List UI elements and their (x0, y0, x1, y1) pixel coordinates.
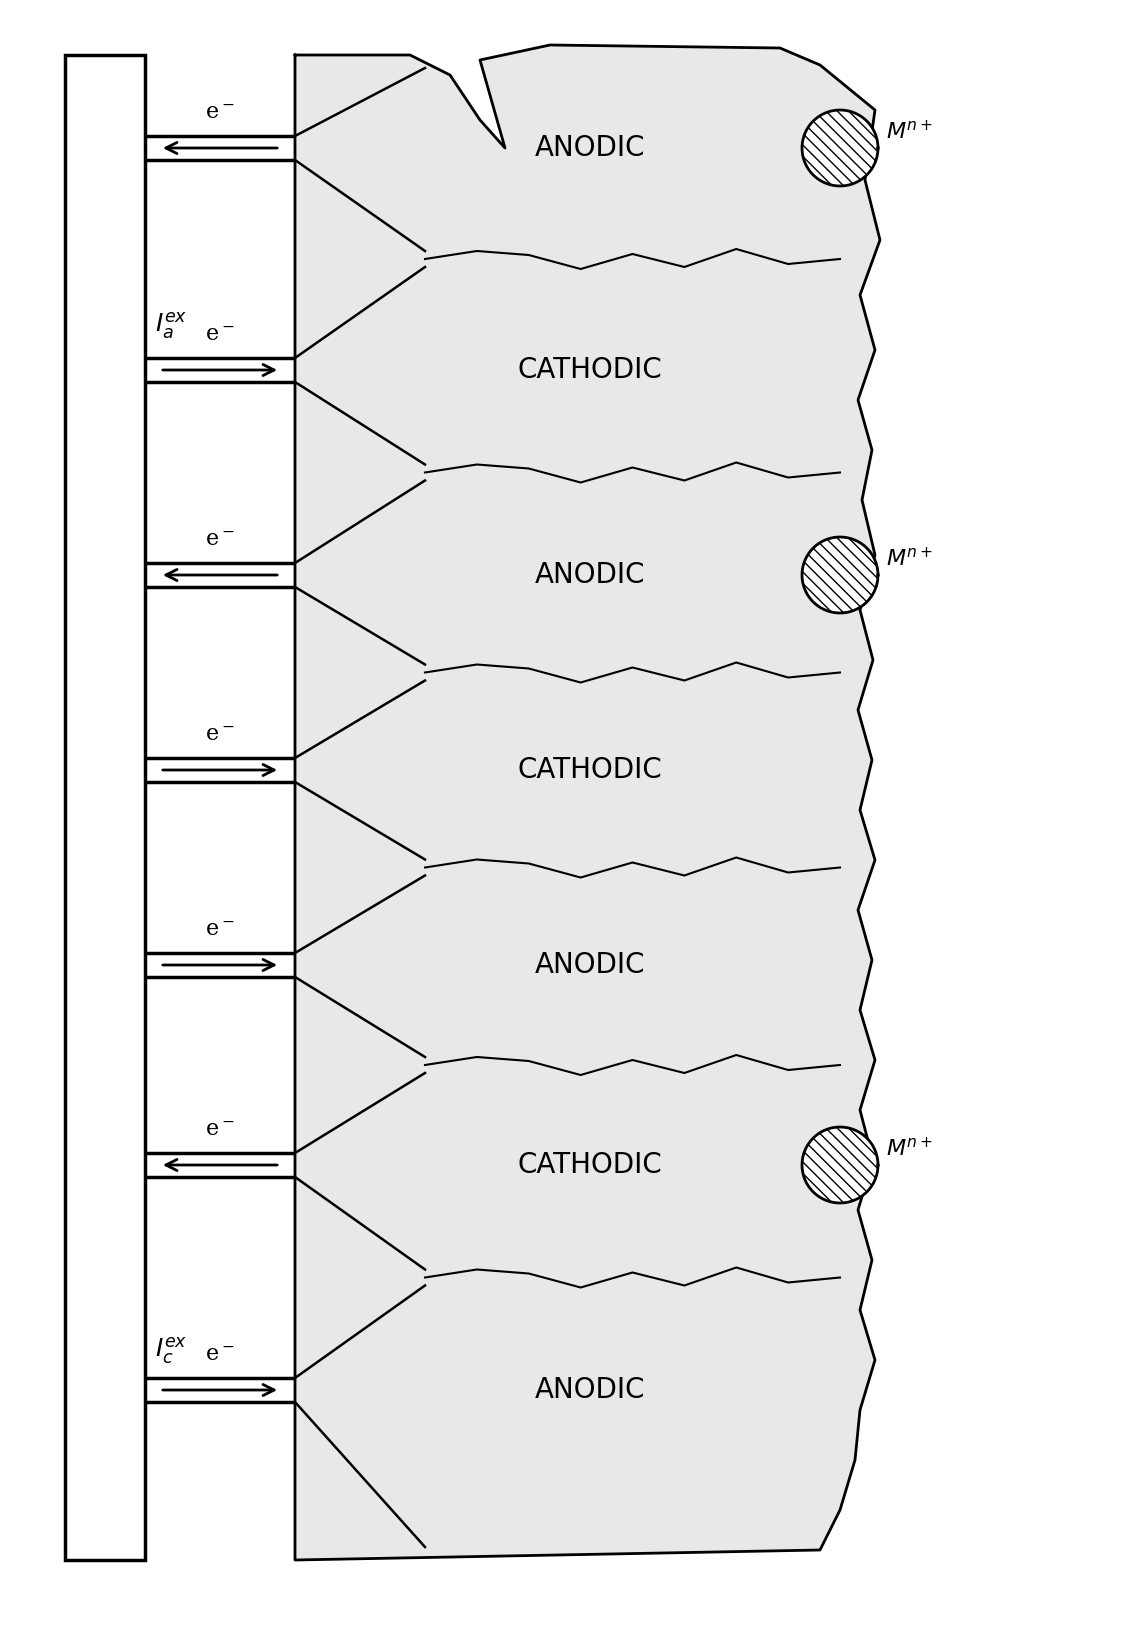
Text: $I_c^{ex}$: $I_c^{ex}$ (155, 1334, 187, 1365)
Text: CATHODIC: CATHODIC (517, 1150, 663, 1180)
Text: e$^-$: e$^-$ (205, 1119, 235, 1141)
Text: CATHODIC: CATHODIC (517, 356, 663, 384)
Polygon shape (802, 1128, 878, 1202)
Text: ANODIC: ANODIC (534, 1376, 646, 1404)
Text: e$^-$: e$^-$ (205, 529, 235, 552)
Polygon shape (295, 46, 880, 1560)
Text: $M^{n+}$: $M^{n+}$ (886, 120, 933, 145)
Text: ANODIC: ANODIC (534, 561, 646, 589)
Bar (65, 55, 145, 1560)
Text: e$^-$: e$^-$ (205, 724, 235, 747)
Text: $M^{n+}$: $M^{n+}$ (886, 548, 933, 571)
Text: ANODIC: ANODIC (534, 133, 646, 163)
Text: $I_a^{ex}$: $I_a^{ex}$ (155, 309, 187, 340)
Text: CATHODIC: CATHODIC (517, 757, 663, 784)
Text: e$^-$: e$^-$ (205, 919, 235, 940)
Text: e$^-$: e$^-$ (205, 1344, 235, 1367)
Polygon shape (802, 537, 878, 613)
Text: ANODIC: ANODIC (534, 952, 646, 979)
Polygon shape (802, 111, 878, 185)
Text: e$^-$: e$^-$ (205, 324, 235, 347)
Text: e$^-$: e$^-$ (205, 103, 235, 124)
Text: $M^{n+}$: $M^{n+}$ (886, 1139, 933, 1162)
